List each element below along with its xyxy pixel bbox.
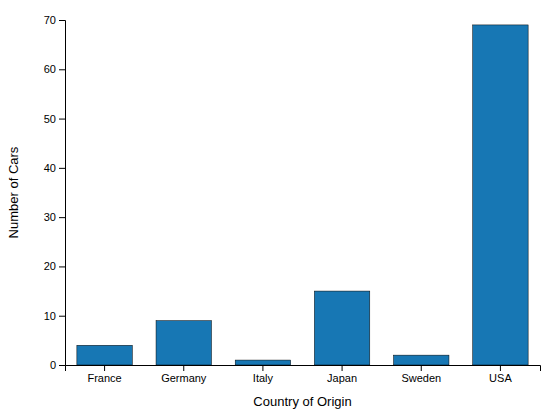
tick-label: 40 — [44, 162, 56, 174]
tick-label: France — [87, 372, 121, 384]
tick: 30 — [44, 211, 65, 223]
tick-label: Italy — [253, 372, 274, 384]
bars — [77, 25, 528, 365]
tick: 0 — [50, 359, 65, 371]
tick-mark — [183, 365, 184, 371]
tick: France — [87, 365, 121, 384]
tick: Sweden — [401, 365, 441, 384]
tick-label: 50 — [44, 113, 56, 125]
tick-label: Japan — [327, 372, 357, 384]
tick: USA — [489, 365, 512, 384]
axis-line — [66, 366, 541, 372]
tick: Japan — [327, 365, 357, 384]
tick-mark — [59, 217, 65, 218]
tick: Germany — [161, 365, 207, 384]
tick: 70 — [44, 14, 65, 26]
tick-label: USA — [489, 372, 512, 384]
tick-mark — [421, 365, 422, 371]
tick-mark — [59, 168, 65, 169]
bar — [77, 345, 132, 365]
tick-label: 30 — [44, 211, 56, 223]
tick-mark — [104, 365, 105, 371]
bar — [394, 355, 449, 365]
tick: 20 — [44, 260, 65, 272]
tick-label: Sweden — [401, 372, 441, 384]
tick-label: 0 — [50, 359, 56, 371]
chart: 0 10 20 30 40 50 60 70 France Germany Italy Japan Sw… — [0, 0, 560, 420]
bar — [156, 321, 211, 365]
bar — [235, 360, 290, 365]
tick-mark — [59, 266, 65, 267]
plot: 0 10 20 30 40 50 60 70 France Germany Italy Japan Sw… — [44, 14, 541, 384]
tick-label: 60 — [44, 63, 56, 75]
tick-label: 20 — [44, 260, 56, 272]
y-axis-title: Number of Cars — [6, 146, 21, 238]
tick-mark — [59, 69, 65, 70]
tick-label: 70 — [44, 14, 56, 26]
tick-mark — [59, 20, 65, 21]
bar — [473, 25, 528, 365]
tick-mark — [59, 316, 65, 317]
tick-label: Germany — [161, 372, 207, 384]
tick: 50 — [44, 113, 65, 125]
tick-mark — [500, 365, 501, 371]
tick-label: 10 — [44, 310, 56, 322]
bar — [314, 291, 369, 365]
tick: 60 — [44, 63, 65, 75]
tick-mark — [59, 119, 65, 120]
tick-mark — [262, 365, 263, 371]
x-axis-title: Country of Origin — [253, 394, 351, 409]
x-axis: France Germany Italy Japan Sweden USA — [66, 365, 541, 384]
tick: 10 — [44, 310, 65, 322]
axis-line — [59, 21, 66, 366]
y-axis: 0 10 20 30 40 50 60 70 — [44, 14, 66, 371]
tick-mark — [59, 365, 65, 366]
tick: Italy — [253, 365, 274, 384]
tick: 40 — [44, 162, 65, 174]
tick-mark — [342, 365, 343, 371]
